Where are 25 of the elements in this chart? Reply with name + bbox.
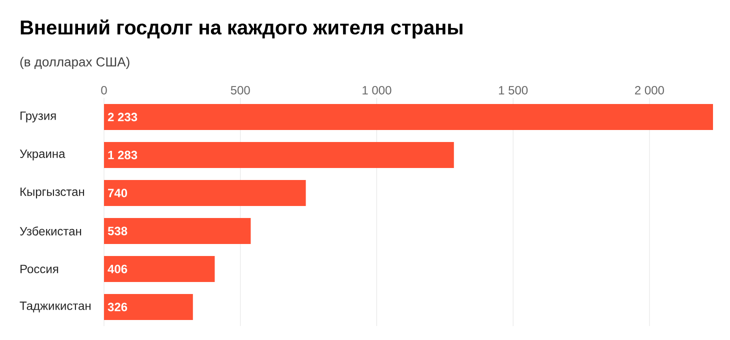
data-label: 406 <box>108 264 128 274</box>
x-tick-label: 1 500 <box>498 86 528 94</box>
chart-subtitle: (в долларах США) <box>20 56 130 70</box>
bar <box>104 104 714 130</box>
x-tick-label: 500 <box>230 86 250 94</box>
y-tick-label: Украина <box>20 150 66 160</box>
y-tick-label: Кыргызстан <box>20 188 84 198</box>
bar <box>104 294 193 320</box>
x-tick-label: 0 <box>101 86 107 94</box>
y-tick-label: Узбекистан <box>20 226 82 236</box>
y-tick-label: Россия <box>20 264 58 274</box>
bar <box>104 256 215 282</box>
bar <box>104 180 306 206</box>
bar <box>104 142 454 168</box>
data-label: 1 283 <box>108 150 138 160</box>
x-tick-label: 1 000 <box>362 86 392 94</box>
data-label: 326 <box>108 302 128 312</box>
bar <box>104 218 251 244</box>
data-label: 2 233 <box>108 112 138 122</box>
data-label: 740 <box>108 188 128 198</box>
chart-title: Внешний госдолг на каждого жителя страны <box>20 19 462 39</box>
y-tick-label: Таджикистан <box>20 302 91 312</box>
data-label: 538 <box>108 226 128 236</box>
y-tick-label: Грузия <box>20 112 56 122</box>
x-tick-label: 2 000 <box>635 86 664 94</box>
